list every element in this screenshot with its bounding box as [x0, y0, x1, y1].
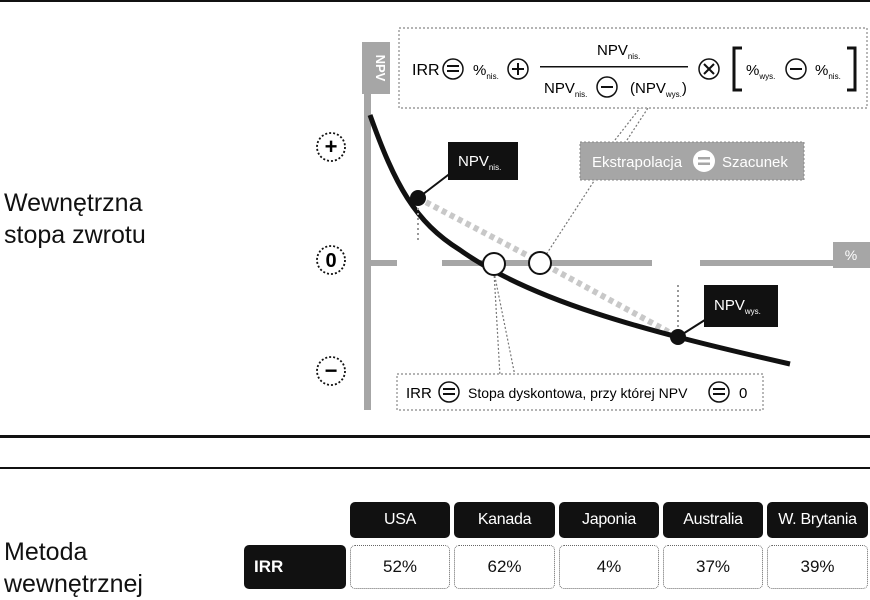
svg-text:%nis.: %nis. — [815, 62, 841, 81]
svg-text:NPVnis.: NPVnis. — [597, 42, 640, 61]
svg-text:%nis.: %nis. — [473, 62, 499, 81]
irr-estimate-point — [528, 251, 552, 275]
leader-extrapolation-1 — [614, 107, 641, 141]
row-label: IRR — [244, 545, 346, 589]
x-axis-label-box — [833, 242, 870, 268]
column-header: Kanada — [454, 502, 555, 538]
svg-text:0: 0 — [739, 385, 747, 402]
heading-line-2: stopa zwrotu — [4, 221, 146, 249]
leader-definition-1 — [493, 271, 516, 377]
equals-icon — [693, 150, 715, 172]
leader-estimate — [539, 177, 597, 265]
top-divider — [0, 0, 870, 2]
definition-box: IRR Stopa dyskontowa, przy której NPV 0 — [396, 373, 764, 411]
sign-minus: − — [316, 356, 346, 386]
svg-text:Ekstrapolacja: Ekstrapolacja — [592, 154, 683, 171]
table-cell: 37% — [663, 545, 763, 589]
svg-text:IRR: IRR — [406, 385, 432, 402]
svg-text:−: − — [325, 358, 338, 383]
column-header: Australia — [663, 502, 763, 538]
y-axis-line — [364, 42, 371, 410]
svg-text:Szacunek: Szacunek — [722, 154, 788, 171]
irr-actual-point — [482, 252, 506, 276]
svg-text:IRR: IRR — [412, 62, 440, 79]
npv-high-label: NPVwys. — [677, 285, 778, 338]
extrapolation-label: Ekstrapolacja Szacunek — [579, 141, 805, 181]
column-header: USA — [350, 502, 450, 538]
svg-text:NPVwys.: NPVwys. — [714, 297, 761, 316]
leader-extrapolation-2 — [626, 107, 649, 141]
svg-text:(NPVwys.): (NPVwys.) — [630, 80, 687, 99]
svg-text:NPVnis.: NPVnis. — [544, 80, 587, 99]
sign-zero: 0 — [316, 245, 346, 275]
table-cell: 39% — [767, 545, 868, 589]
formula-box: IRR %nis. NPVnis. NPVnis. (NPVwys.) %wys… — [398, 27, 868, 109]
svg-text:%wys.: %wys. — [746, 62, 775, 81]
x-axis-label: % — [845, 247, 857, 263]
column-header: W. Brytania — [767, 502, 868, 538]
svg-text:Stopa dyskontowa, przy której: Stopa dyskontowa, przy której NPV — [468, 385, 688, 401]
section-heading: Wewnętrzna stopa zwrotu — [4, 187, 146, 251]
leader-definition-2 — [493, 271, 501, 377]
svg-text:+: + — [325, 134, 338, 159]
irr-diagram: NPV % + 0 − NPVnis. — [316, 27, 870, 411]
bottom-heading-line-1: Metoda — [4, 538, 88, 566]
y-axis-label: NPV — [373, 55, 388, 82]
heading-line-1: Wewnętrzna — [4, 189, 143, 217]
bottom-heading-line-2: wewnętrznej — [4, 570, 143, 598]
table-cell: 52% — [350, 545, 450, 589]
npv-low-label: NPVnis. — [417, 142, 518, 199]
svg-text:NPVnis.: NPVnis. — [458, 153, 501, 172]
bottom-section-heading: Metoda wewnętrznej — [4, 536, 143, 600]
zero-line — [371, 260, 835, 266]
y-axis-label-box — [362, 42, 390, 94]
table-cell: 62% — [454, 545, 555, 589]
column-header: Japonia — [559, 502, 659, 538]
sign-plus: + — [316, 132, 346, 162]
svg-text:0: 0 — [325, 250, 336, 272]
table-cell: 4% — [559, 545, 659, 589]
section-divider-thick — [0, 435, 870, 438]
section-divider-thin — [0, 467, 870, 469]
